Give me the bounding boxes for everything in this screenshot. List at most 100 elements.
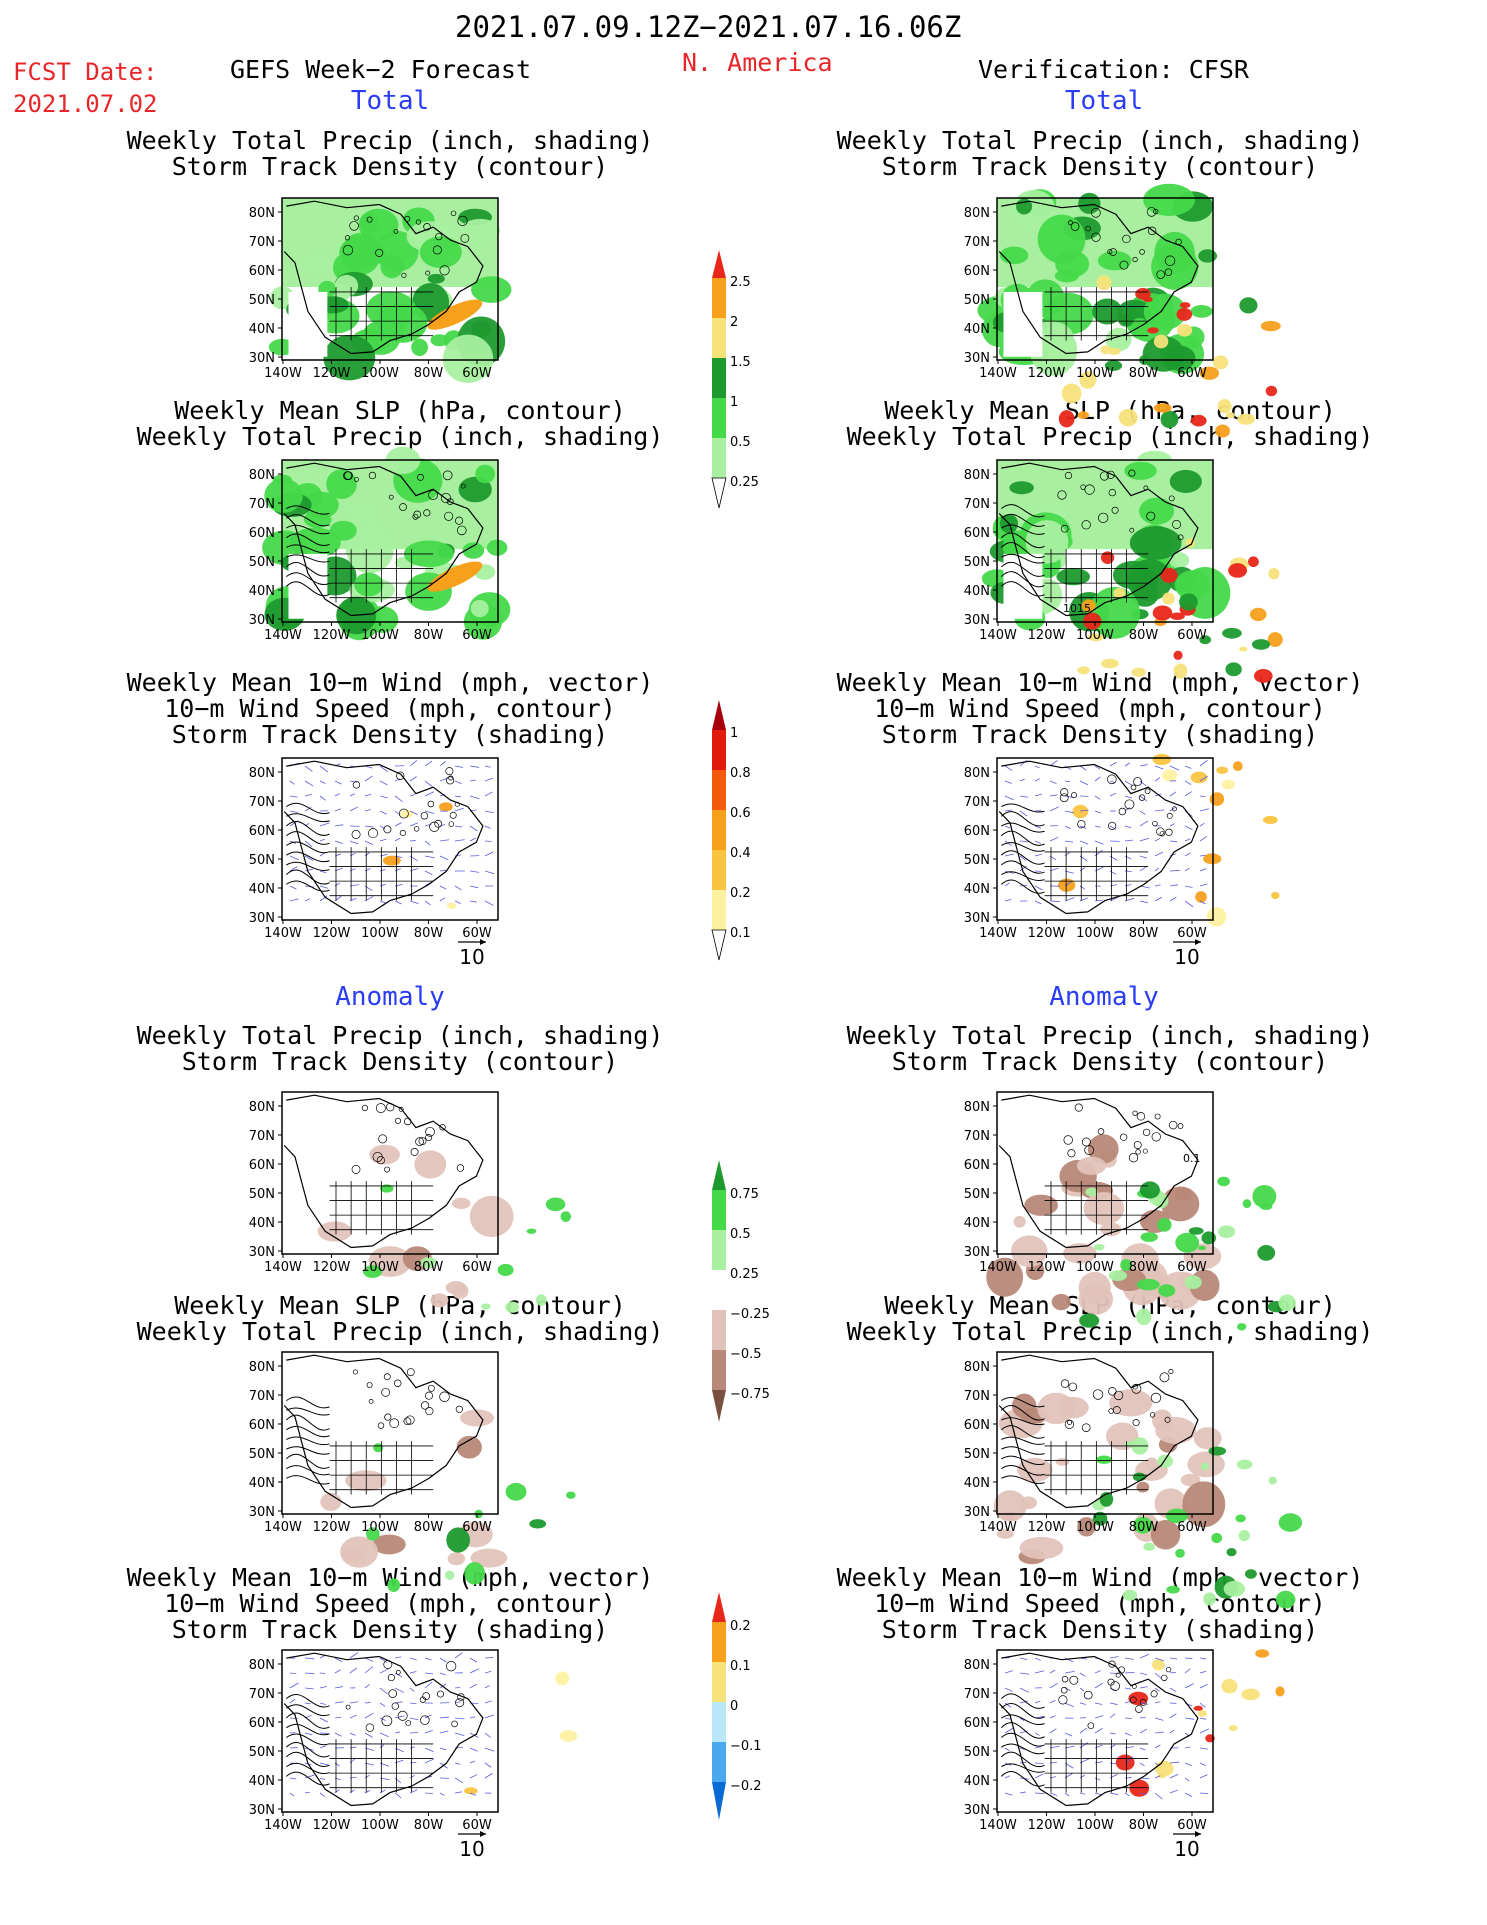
lon-label: 60W: [1177, 926, 1207, 941]
lat-label: 30N: [249, 1245, 275, 1260]
lat-label: 50N: [249, 1447, 275, 1462]
lat-label: 80N: [249, 766, 275, 781]
lon-label: 100W: [1076, 1260, 1114, 1275]
lat-label: 30N: [249, 351, 275, 366]
lon-label: 80W: [414, 366, 444, 381]
lat-label: 70N: [964, 497, 990, 512]
lat-label: 50N: [249, 293, 275, 308]
lon-label: 100W: [361, 1260, 399, 1275]
lat-label: 40N: [249, 1216, 275, 1231]
lon-label: 140W: [979, 1260, 1017, 1275]
lat-label: 50N: [964, 1187, 990, 1202]
lon-label: 140W: [264, 926, 302, 941]
lon-label: 80W: [414, 628, 444, 643]
lat-label: 30N: [249, 1505, 275, 1520]
lon-label: 120W: [313, 1260, 351, 1275]
lon-label: 120W: [1028, 628, 1066, 643]
lat-label: 60N: [964, 264, 990, 279]
lat-label: 80N: [249, 1658, 275, 1673]
lat-label: 50N: [249, 555, 275, 570]
lon-label: 140W: [264, 1818, 302, 1833]
lat-label: 80N: [249, 1360, 275, 1375]
lat-label: 60N: [964, 1716, 990, 1731]
lon-label: 80W: [414, 1818, 444, 1833]
lat-label: 60N: [964, 1418, 990, 1433]
lat-label: 30N: [964, 351, 990, 366]
lon-label: 100W: [361, 1818, 399, 1833]
section-anomaly-right: Anomaly: [1049, 982, 1159, 1012]
lon-label: 60W: [462, 366, 492, 381]
lat-label: 80N: [964, 1100, 990, 1115]
lat-label: 30N: [964, 911, 990, 926]
lat-label: 70N: [249, 497, 275, 512]
lon-label: 60W: [1177, 628, 1207, 643]
lat-label: 50N: [964, 1447, 990, 1462]
title-left-5: Weekly Mean SLP (hPa, contour) Weekly Tot…: [136, 1291, 664, 1346]
lon-label: 120W: [1028, 1260, 1066, 1275]
lat-label: 60N: [964, 526, 990, 541]
lon-label: 60W: [1177, 1260, 1207, 1275]
lon-label: 120W: [313, 366, 351, 381]
lat-label: 30N: [964, 1505, 990, 1520]
title-right-3: Weekly Mean 10−m Wind (mph, vector) 10−m …: [836, 668, 1364, 749]
lat-label: 40N: [964, 322, 990, 337]
lat-label: 80N: [249, 468, 275, 483]
lat-label: 60N: [249, 264, 275, 279]
lon-label: 100W: [361, 366, 399, 381]
title-right-6: Weekly Mean 10−m Wind (mph, vector) 10−m …: [836, 1563, 1364, 1644]
lat-label: 40N: [964, 584, 990, 599]
lat-label: 50N: [964, 293, 990, 308]
lon-label: 80W: [414, 1260, 444, 1275]
lat-label: 50N: [249, 853, 275, 868]
section-total-right: Total: [1064, 86, 1144, 116]
fcst-date-value: 2021.07.02: [13, 90, 158, 118]
lat-label: 50N: [249, 1745, 275, 1760]
lat-label: 80N: [964, 206, 990, 221]
lat-label: 60N: [249, 1158, 275, 1173]
lat-label: 30N: [249, 1803, 275, 1818]
lat-label: 40N: [249, 584, 275, 599]
lon-label: 120W: [313, 1520, 351, 1535]
lon-label: 140W: [979, 1818, 1017, 1833]
lon-label: 80W: [414, 1520, 444, 1535]
lat-label: 70N: [964, 795, 990, 810]
lat-label: 40N: [964, 1774, 990, 1789]
lon-label: 120W: [313, 628, 351, 643]
lon-label: 80W: [414, 926, 444, 941]
section-total-left: Total: [350, 86, 430, 116]
lat-label: 50N: [964, 1745, 990, 1760]
lon-label: 80W: [1129, 1260, 1159, 1275]
lon-label: 100W: [1076, 628, 1114, 643]
fcst-date-label: FCST Date:: [13, 58, 158, 86]
lon-label: 140W: [979, 1520, 1017, 1535]
lat-label: 70N: [249, 1129, 275, 1144]
lon-label: 60W: [462, 926, 492, 941]
lat-label: 60N: [249, 1716, 275, 1731]
lat-label: 60N: [964, 1158, 990, 1173]
lat-label: 50N: [964, 555, 990, 570]
lon-label: 80W: [1129, 1818, 1159, 1833]
vector-scale-label: 10: [1174, 945, 1199, 969]
lon-label: 60W: [1177, 366, 1207, 381]
lon-label: 80W: [1129, 1520, 1159, 1535]
lon-label: 120W: [1028, 1818, 1066, 1833]
lon-label: 80W: [1129, 926, 1159, 941]
title-left-6: Weekly Mean 10−m Wind (mph, vector) 10−m …: [126, 1563, 654, 1644]
lon-label: 100W: [361, 926, 399, 941]
lon-label: 120W: [313, 1818, 351, 1833]
lat-label: 70N: [249, 235, 275, 250]
title-right-2: Weekly Mean SLP (hPa, contour) Weekly Tot…: [846, 396, 1374, 451]
lat-label: 70N: [964, 1129, 990, 1144]
lat-label: 80N: [964, 766, 990, 781]
lat-label: 40N: [964, 1216, 990, 1231]
lon-label: 100W: [361, 628, 399, 643]
